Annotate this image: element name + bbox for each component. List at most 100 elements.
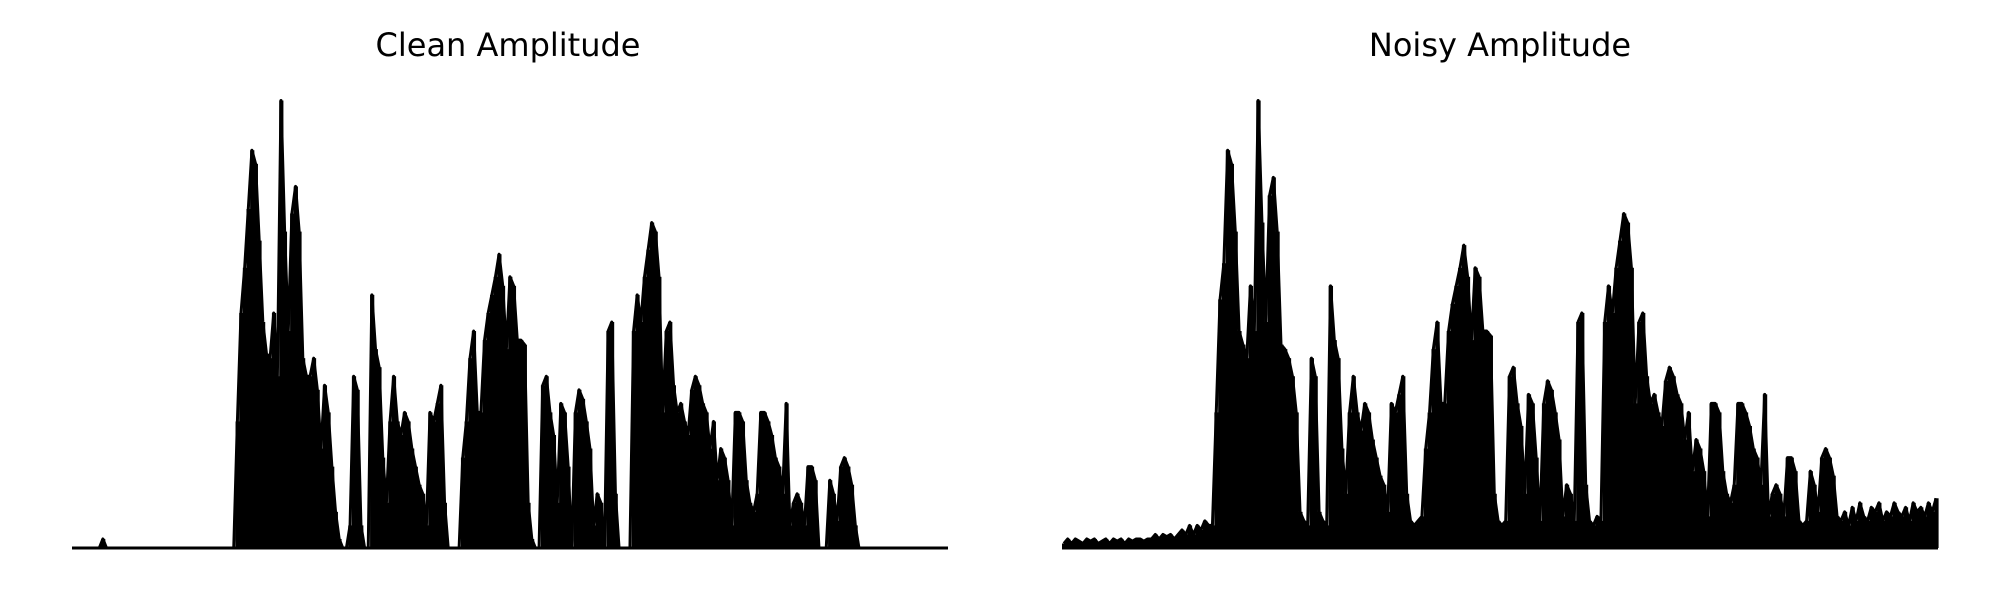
amplitude-bar [413,466,418,548]
amplitude-bar [1233,231,1238,548]
amplitude-bar [519,340,524,548]
amplitude-bar [1526,394,1532,548]
amplitude-bar [744,480,749,548]
amplitude-bar [591,525,597,548]
amplitude-bar [842,457,847,548]
amplitude-bar [1393,412,1398,548]
amplitude-bar [439,385,444,548]
amplitude-bar [1583,484,1589,548]
amplitude-bar [1130,541,1135,548]
amplitude-bar [1629,267,1634,548]
amplitude-bar [1884,511,1890,548]
amplitude-bar [784,403,789,548]
amplitude-bar [1237,331,1242,548]
amplitude-bar [1915,511,1920,548]
amplitude-bar [1385,511,1391,548]
amplitude-bar [595,493,600,548]
amplitude-bar [370,294,375,548]
amplitude-bar [1621,213,1627,548]
clean-amplitude-panel: Clean Amplitude [72,26,948,550]
amplitude-bar [1500,525,1505,548]
amplitude-bar [1381,484,1387,548]
chart-title-noisy: Noisy Amplitude [1369,26,1631,64]
amplitude-bar [1778,493,1783,548]
amplitude-bar [1164,536,1170,548]
amplitude-bar [729,525,735,548]
amplitude-bar [1888,516,1893,548]
amplitude-bar [788,525,793,548]
amplitude-bar [1838,520,1844,548]
amplitude-bar [1355,412,1360,548]
amplitude-bar [1789,457,1794,548]
amplitude-bar [1077,541,1082,548]
amplitude-bar [431,421,437,548]
amplitude-bar [1180,529,1185,548]
amplitude-bar [1610,312,1615,548]
amplitude-bar [1549,389,1554,548]
amplitude-bar [1126,538,1132,548]
amplitude-bar [1675,394,1680,548]
amplitude-bar [758,412,764,548]
amplitude-bar [420,493,426,548]
amplitude-bar [1206,525,1212,548]
amplitude-bar [1652,394,1657,548]
amplitude-bar [1225,150,1231,549]
amplitude-bar [1633,403,1638,548]
amplitude-bar [275,376,280,548]
amplitude-bar [330,466,335,548]
amplitude-bar [1579,312,1585,548]
amplitude-bar [293,186,298,548]
amplitude-bar [1408,520,1413,548]
amplitude-bar [1758,484,1764,548]
amplitude-bar [1149,538,1155,548]
amplitude-bar [1911,502,1916,548]
amplitude-bar [1907,520,1912,548]
amplitude-bar [1679,403,1684,548]
amplitude-bar [584,421,589,548]
amplitude-bar [250,150,255,549]
amplitude-bar [1880,520,1886,548]
amplitude-bar [1705,516,1711,548]
amplitude-bar [271,312,277,548]
amplitude-bar [609,322,615,548]
amplitude-bar [1930,511,1935,548]
amplitude-bar [697,385,702,548]
amplitude-bar [1858,502,1863,548]
amplitude-bar [388,421,393,548]
amplitude-bar [1564,484,1570,548]
amplitude-bar [1827,457,1832,548]
amplitude-bar [748,502,753,548]
amplitude-bar [1507,376,1513,548]
amplitude-bar [1503,520,1509,548]
amplitude-bar [657,276,662,548]
amplitude-bar [257,240,262,548]
amplitude-bar [417,484,422,548]
amplitude-bar [1530,403,1535,548]
amplitude-bar [1522,493,1528,548]
amplitude-bar [751,511,756,548]
amplitude-bar [704,412,709,548]
amplitude-bar [1671,376,1676,548]
amplitude-bar [1340,448,1345,548]
amplitude-bar [1412,525,1417,548]
amplitude-bar [719,448,724,548]
amplitude-bar [1218,299,1223,548]
amplitude-bar [1332,340,1337,548]
amplitude-bar [1903,507,1909,548]
amplitude-bar [1614,267,1619,548]
amplitude-bar [1625,222,1631,548]
amplitude-bar [1103,538,1109,548]
amplitude-bar [1359,430,1364,548]
amplitude-bar [1587,520,1593,548]
amplitude-bar [599,502,604,548]
amplitude-bar [1252,331,1257,548]
amplitude-bar [435,403,440,548]
amplitude-bar [711,421,716,548]
amplitude-bar [377,367,382,548]
amplitude-bar [1850,507,1855,548]
amplitude-bar [835,520,840,548]
amplitude-bar [1816,511,1821,548]
amplitude-bar [1343,493,1349,548]
amplitude-bar [1934,498,1939,548]
amplitude-bar [1766,516,1772,548]
